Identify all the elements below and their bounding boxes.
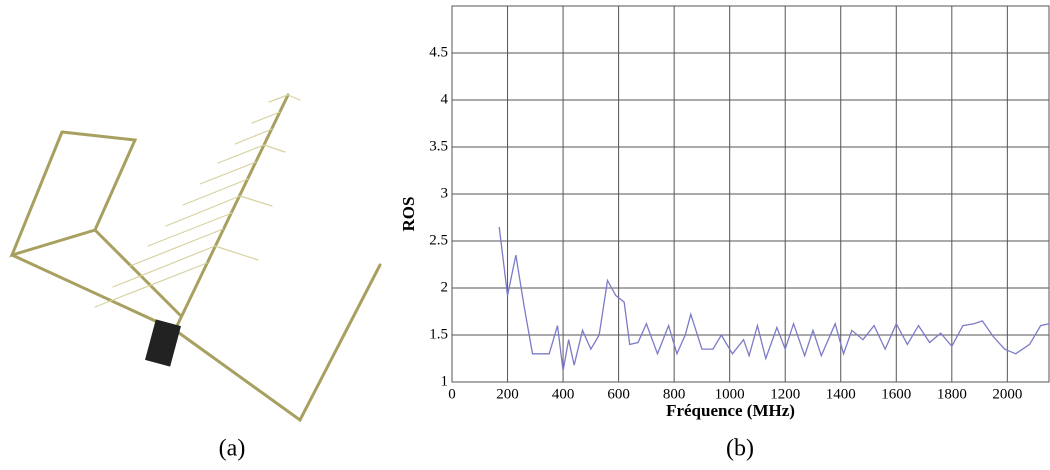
antenna-wire: [93, 228, 182, 317]
panel-label: (a): [219, 436, 246, 462]
antenna-rod: [94, 262, 208, 308]
x-tick-label: 200: [496, 386, 519, 402]
data-line: [498, 226, 1050, 371]
antenna-photo: [9, 93, 382, 423]
y-tick-label: 3: [441, 185, 449, 201]
y-axis-label: ROS: [399, 197, 418, 232]
antenna-rod: [112, 245, 216, 288]
antenna-rod: [214, 245, 259, 261]
antenna-rod: [217, 144, 265, 164]
x-tick-label: 1800: [937, 386, 967, 402]
x-tick-label: 2000: [992, 386, 1022, 402]
antenna-frame: [9, 130, 138, 258]
x-axis-label: Fréquence (MHz): [666, 401, 795, 420]
y-tick-label: 2: [441, 279, 449, 295]
antenna-rod: [251, 111, 281, 124]
antenna-connector: [145, 319, 181, 367]
x-tick-label: 1000: [715, 386, 745, 402]
antenna-rod: [129, 228, 224, 267]
y-tick-label: 3.5: [429, 138, 448, 154]
y-tick-label: 1.5: [429, 326, 448, 342]
antenna-rod: [268, 94, 289, 103]
x-tick-label: 800: [663, 386, 686, 402]
y-tick-label: 4: [441, 91, 449, 107]
antenna-boom: [173, 93, 290, 332]
x-tick-label: 600: [607, 386, 630, 402]
x-tick-label: 0: [448, 386, 456, 402]
x-tick-label: 1600: [881, 386, 911, 402]
x-tick-label: 1200: [770, 386, 800, 402]
antenna-rod: [147, 212, 233, 247]
antenna-wire: [10, 253, 177, 332]
panel-label: (b): [726, 436, 754, 462]
y-tick-label: 2.5: [429, 232, 448, 248]
y-tick-label: 4.5: [429, 44, 448, 60]
x-tick-label: 1400: [826, 386, 856, 402]
x-tick-label: 400: [552, 386, 575, 402]
antenna-rod: [263, 144, 286, 153]
antenna-rod: [287, 94, 301, 101]
y-tick-label: 1: [441, 373, 449, 389]
antenna-rod: [234, 128, 273, 145]
antenna-rod: [165, 195, 241, 227]
antenna-wire: [173, 263, 382, 423]
antenna-rod: [199, 161, 257, 185]
antenna-rod: [239, 195, 273, 207]
antenna-rod: [182, 178, 249, 206]
